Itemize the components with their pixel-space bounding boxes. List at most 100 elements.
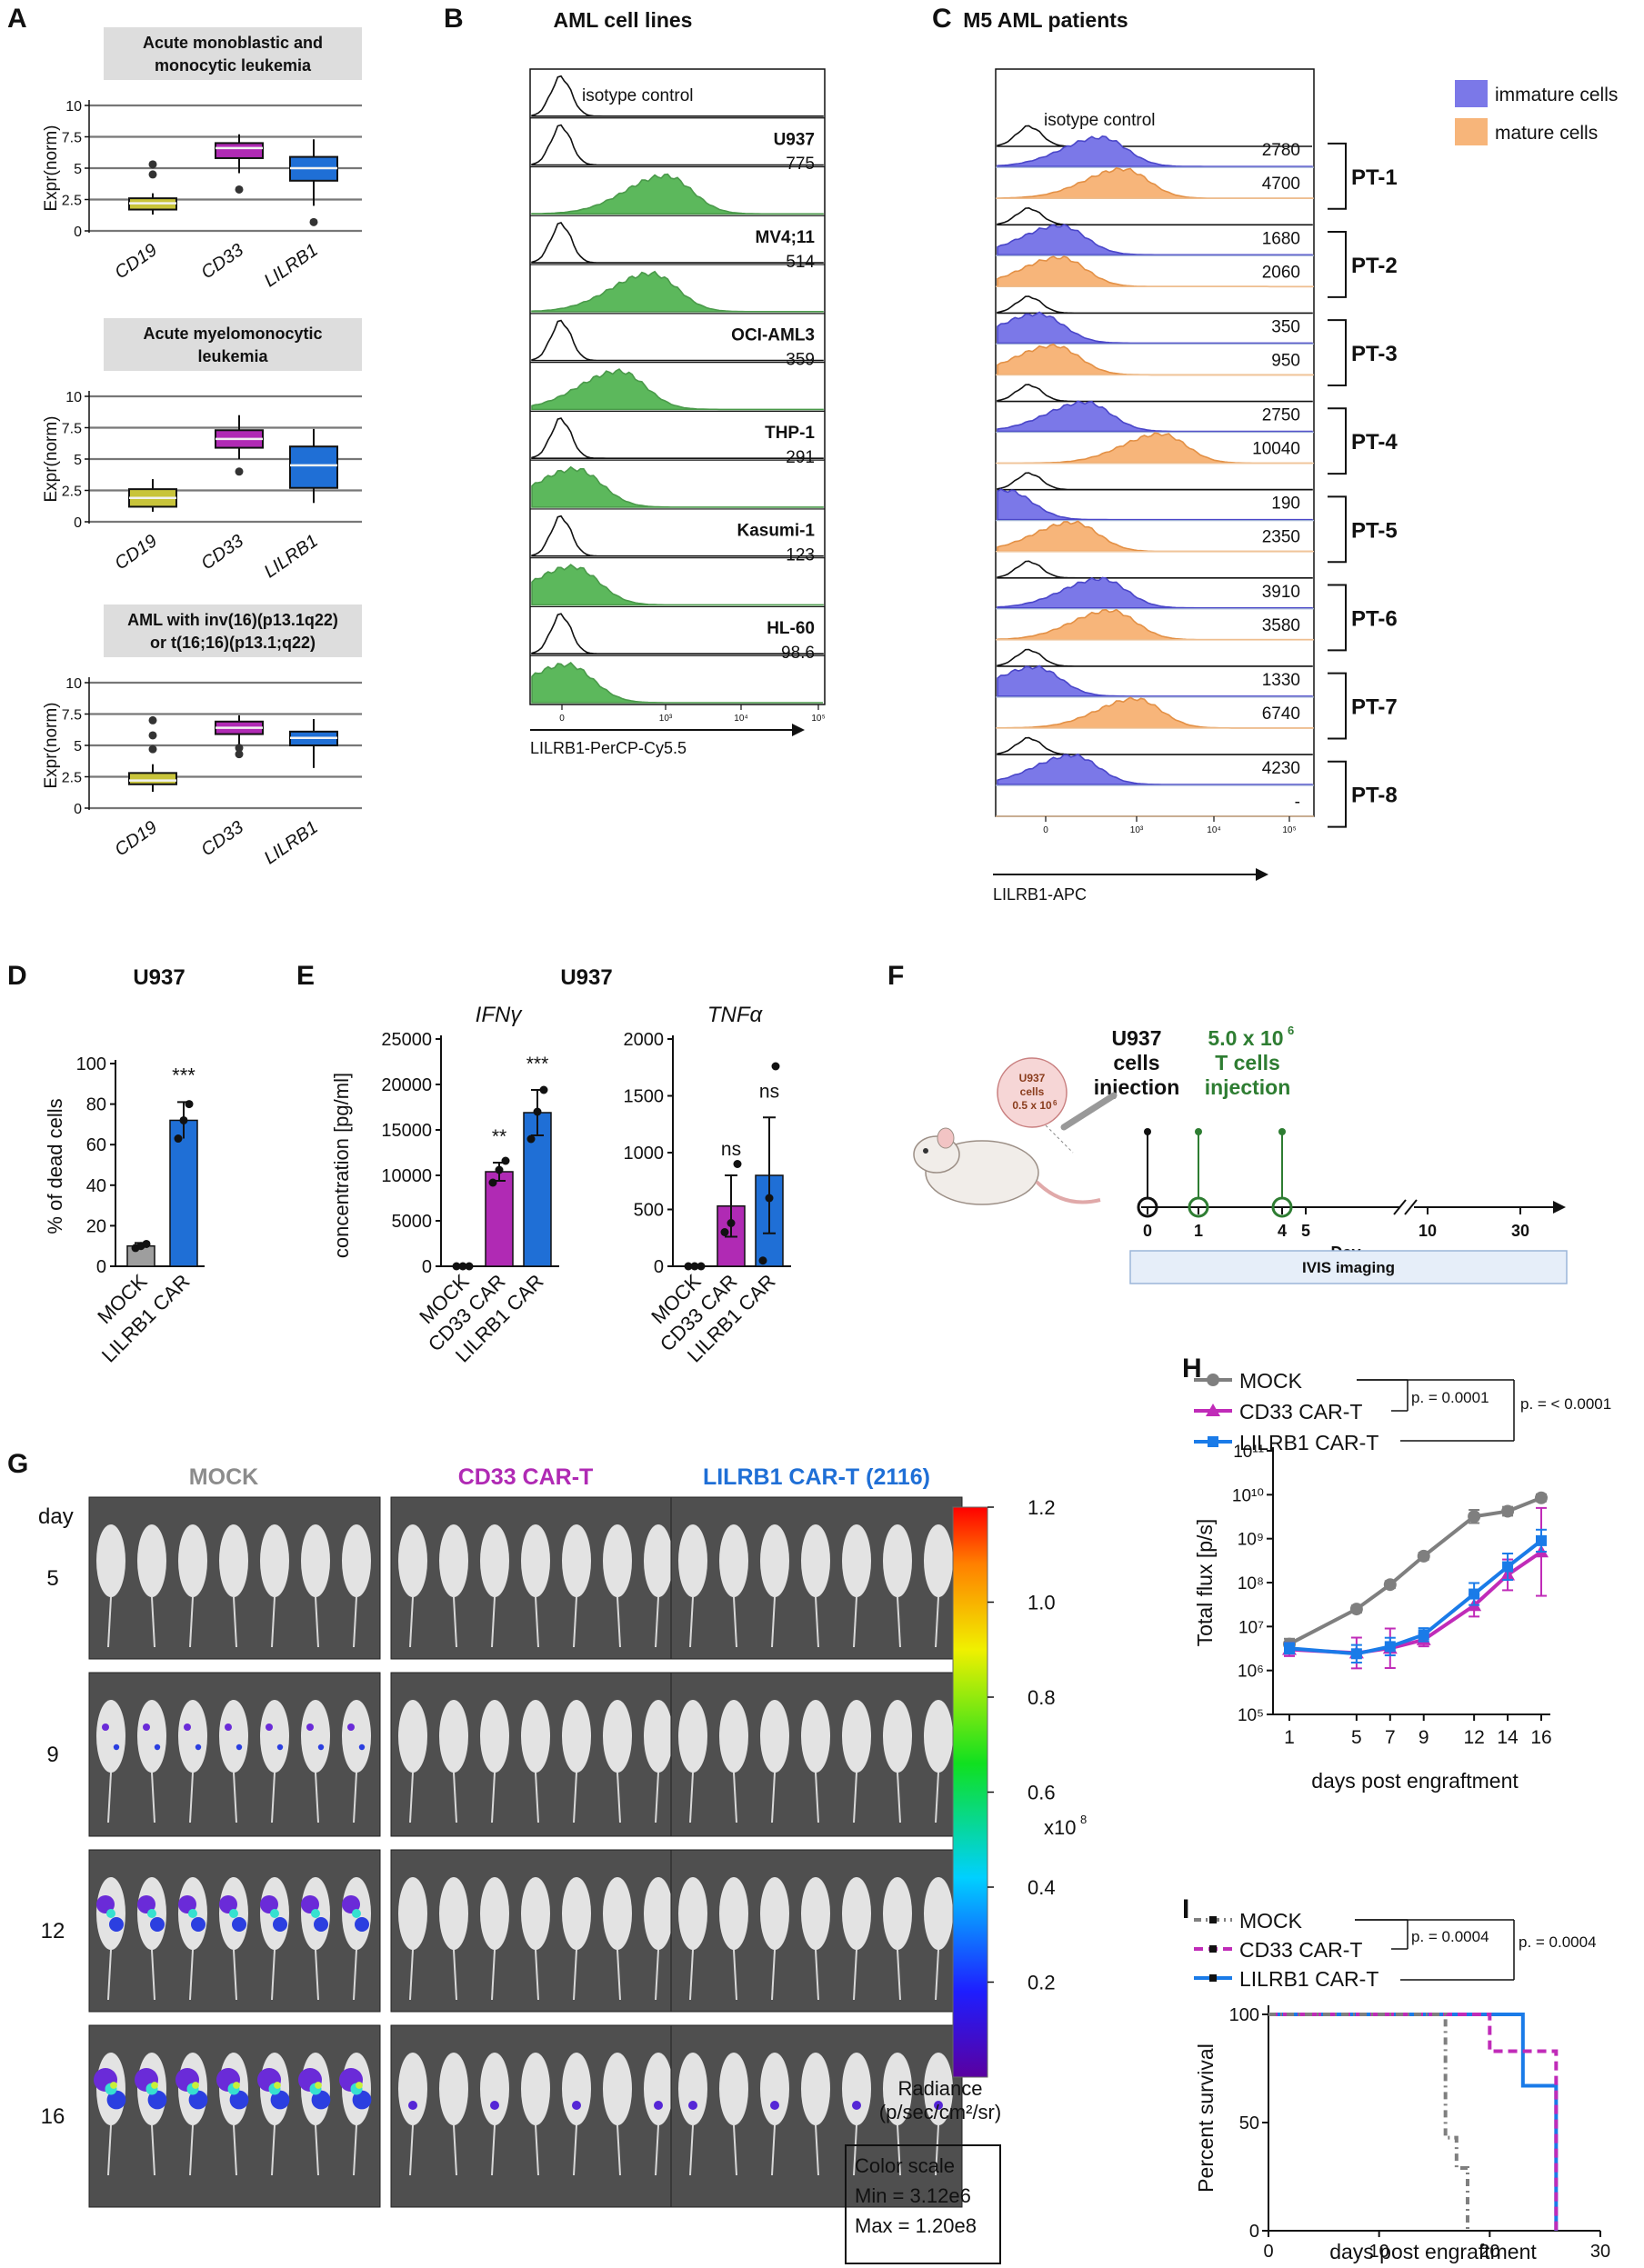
- mouse-silhouette: [603, 2053, 632, 2125]
- mouse-silhouette: [883, 2053, 912, 2125]
- mouse-silhouette: [219, 1524, 248, 1597]
- tcell-dose-exponent: 6: [1288, 1024, 1294, 1037]
- mouse-tail: [815, 1772, 819, 1823]
- signal-spot: [178, 1895, 196, 1913]
- mouse-tail: [233, 1596, 237, 1648]
- mouse-silhouette: [678, 2053, 707, 2125]
- mouse-tail: [897, 1596, 901, 1648]
- mouse-silhouette: [801, 2053, 830, 2125]
- box-lilrb1: [289, 719, 338, 768]
- panel-b: AML cell lines isotype control U937 775 MV4;…: [529, 8, 826, 757]
- panel-c: M5 AML patients isotype control 2780 4700 PT…: [963, 8, 1618, 904]
- data-point: [1468, 1510, 1481, 1524]
- mouse-silhouette: [521, 1877, 550, 1950]
- mouse-silhouette: [342, 1524, 371, 1597]
- y-axis-label: Percent survival: [1194, 2043, 1218, 2193]
- mouse-tail: [616, 1596, 621, 1648]
- y-tick-label: 20000: [381, 1075, 432, 1095]
- panel-letter-f: F: [887, 961, 904, 991]
- survival-curve-cd33-car-t: [1268, 2013, 1559, 2231]
- day-label: 12: [41, 1919, 65, 1943]
- bubble-pointer: [1045, 1124, 1074, 1154]
- patient-bracket: [1328, 672, 1347, 740]
- series-line: [1288, 1539, 1543, 1656]
- mouse-tail: [853, 2124, 857, 2176]
- mouse-silhouette: [178, 1524, 207, 1597]
- mouse-tail: [315, 1596, 319, 1648]
- legend-label: immature cells: [1495, 85, 1618, 105]
- mouse-tail: [535, 1596, 539, 1648]
- ivis-image: [390, 1496, 683, 1660]
- mouse-tail: [409, 1596, 414, 1648]
- mouse-tail: [655, 1596, 659, 1648]
- immature-histogram: [997, 576, 1313, 609]
- signal-spot: [236, 1743, 243, 1751]
- data-point: [1469, 1588, 1480, 1600]
- legend-swatch: [1455, 80, 1488, 107]
- y-tick-label: 10⁵: [1238, 1706, 1264, 1725]
- mouse-silhouette: [883, 1700, 912, 1773]
- y-tick-label: 2.5: [62, 194, 82, 209]
- mouse-tail: [353, 1772, 357, 1823]
- mouse-tail: [491, 1772, 496, 1823]
- y-tick-label: 10⁹: [1238, 1531, 1264, 1550]
- subplot-title: Acute monoblastic and: [143, 34, 323, 52]
- mouse-tail: [409, 2124, 414, 2176]
- mouse-silhouette: [842, 1700, 871, 1773]
- subplot-title: monocytic leukemia: [155, 56, 312, 75]
- mouse-tail: [453, 2124, 457, 2176]
- outlier-point: [148, 744, 157, 754]
- cell-line-mfi: 98.6: [781, 644, 815, 663]
- mouse-tail: [233, 1949, 237, 2001]
- legend-marker: [1209, 1945, 1217, 1953]
- data-point: [174, 1134, 183, 1144]
- cell-line-mfi: 359: [786, 350, 815, 369]
- data-point: [185, 1100, 194, 1109]
- mouse-tail: [189, 1949, 194, 2001]
- data-point: [501, 1156, 510, 1165]
- y-tick-label: 1000: [624, 1144, 665, 1164]
- mouse-tail: [535, 2124, 539, 2176]
- signal-spot: [654, 2101, 663, 2110]
- x-tick-label: 7: [1385, 1727, 1396, 1748]
- mouse-tail: [409, 1772, 414, 1823]
- timeline-tick-label: 1: [1194, 1222, 1203, 1240]
- signal-spot: [188, 1909, 197, 1918]
- mouse-tail: [535, 1772, 539, 1823]
- boxplot-subplot: AML with inv(16)(p13.1q22) or t(16;16)(p1…: [42, 604, 362, 868]
- mouse-tail: [573, 2124, 577, 2176]
- y-tick-label: 10: [65, 390, 82, 405]
- mouse-tail: [107, 1772, 112, 1823]
- data-point: [1383, 1578, 1397, 1592]
- x-tick-label: 10³: [659, 714, 673, 724]
- mouse-silhouette: [562, 1700, 591, 1773]
- mouse-tail: [815, 1949, 819, 2001]
- mouse-silhouette: [137, 1524, 166, 1597]
- x-tick-label: 30: [1590, 2242, 1610, 2262]
- cytokine-title: IFNγ: [476, 1003, 524, 1027]
- y-tick-label: 7.5: [62, 422, 82, 437]
- mouse-tail: [107, 1596, 112, 1648]
- signal-spot: [191, 1917, 206, 1932]
- x-tick-label: 5: [1351, 1727, 1362, 1748]
- injection-pin-head: [1144, 1128, 1151, 1135]
- mouse-tail: [271, 1949, 276, 2001]
- box-iqr: [215, 142, 264, 159]
- mouse-tail: [897, 2124, 901, 2176]
- legend-label: LILRB1 CAR-T: [1239, 1967, 1378, 1991]
- isotype-histogram: [997, 736, 1313, 755]
- legend-label: MOCK: [1239, 1909, 1303, 1933]
- x-tick-label: 9: [1418, 1727, 1429, 1748]
- panel-a: Acute monoblastic and monocytic leukemia 0…: [42, 27, 362, 868]
- x-axis-label: days post engraftment: [1329, 2240, 1537, 2263]
- significance-label: ***: [172, 1064, 195, 1086]
- isotype-histogram: [531, 222, 824, 264]
- legend-label: CD33 CAR-T: [1239, 1400, 1362, 1424]
- signal-spot: [195, 1743, 202, 1751]
- cell-line-mfi: 291: [786, 448, 815, 467]
- p-value-label: p. = 0.0004: [1411, 1928, 1489, 1945]
- outlier-point: [148, 160, 157, 169]
- mouse-tail: [771, 1772, 776, 1823]
